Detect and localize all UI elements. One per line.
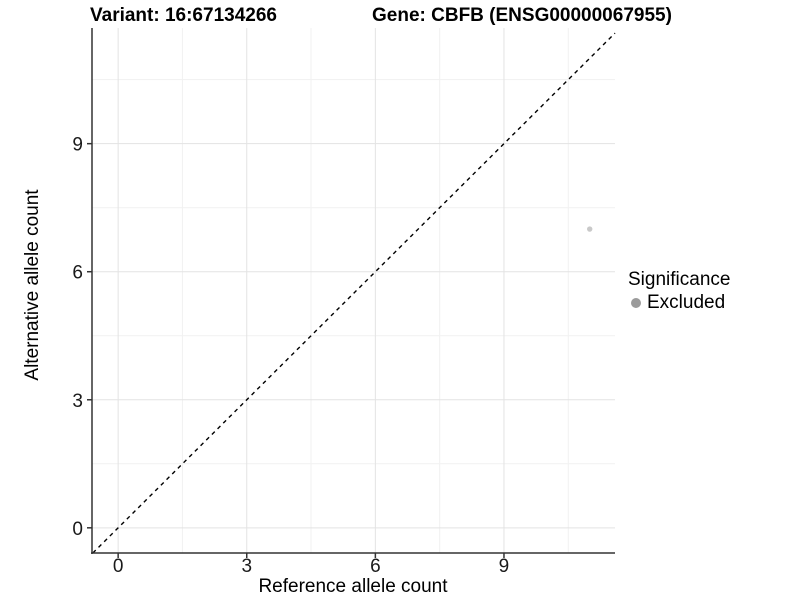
legend-key-dot-icon — [631, 298, 641, 308]
legend: Significance Excluded — [628, 269, 730, 314]
y-tick-label: 9 — [72, 135, 83, 156]
plot-title-gene: Gene: CBFB (ENSG00000067955) — [372, 5, 672, 26]
legend-item-label: Excluded — [647, 292, 726, 313]
x-tick-label: 6 — [370, 556, 381, 577]
x-tick-label: 0 — [113, 556, 124, 577]
legend-title: Significance — [628, 269, 731, 290]
y-tick-label: 3 — [72, 391, 83, 412]
plot-title-variant: Variant: 16:67134266 — [90, 5, 277, 26]
x-axis-title: Reference allele count — [258, 576, 448, 597]
data-point — [587, 226, 593, 232]
identity-reference-line — [92, 32, 616, 554]
y-tick-label: 0 — [72, 519, 83, 540]
y-tick-label: 6 — [72, 263, 83, 284]
x-tick-label: 9 — [499, 556, 510, 577]
x-tick-label: 3 — [241, 556, 252, 577]
legend-item-excluded: Excluded — [628, 292, 730, 314]
